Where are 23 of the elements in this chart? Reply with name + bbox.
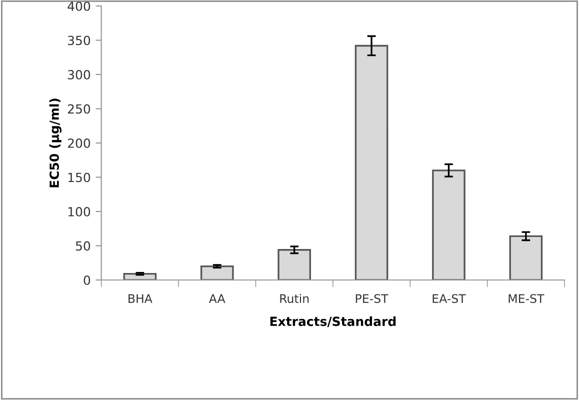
x-tick-label: AA	[208, 294, 226, 303]
bar	[354, 44, 388, 280]
x-tick-label: EA-ST	[432, 294, 466, 304]
y-axis-title: EC50 (µg/ml)	[49, 98, 62, 188]
x-tick-label: ME-ST	[508, 294, 544, 304]
bar	[123, 273, 157, 280]
x-tick-label: BHA	[128, 294, 152, 303]
y-tick-label: 350	[68, 36, 90, 46]
y-tick-label: 200	[68, 138, 90, 148]
x-tick-label: Rutin	[280, 294, 309, 304]
bar	[432, 170, 466, 280]
y-tick-label: 100	[68, 206, 90, 216]
bar	[278, 249, 311, 280]
y-tick-label: 400	[68, 1, 90, 11]
x-axis-title: Extracts/Standard	[270, 316, 396, 328]
y-tick-label: 150	[68, 172, 90, 182]
bar	[200, 265, 234, 280]
bar	[509, 235, 543, 280]
y-tick-label: 0	[84, 275, 90, 285]
y-tick-label: 300	[68, 70, 90, 80]
y-tick-label: 250	[68, 104, 90, 114]
x-tick-label: PE-ST	[356, 294, 388, 304]
y-tick-label: 50	[76, 241, 90, 251]
